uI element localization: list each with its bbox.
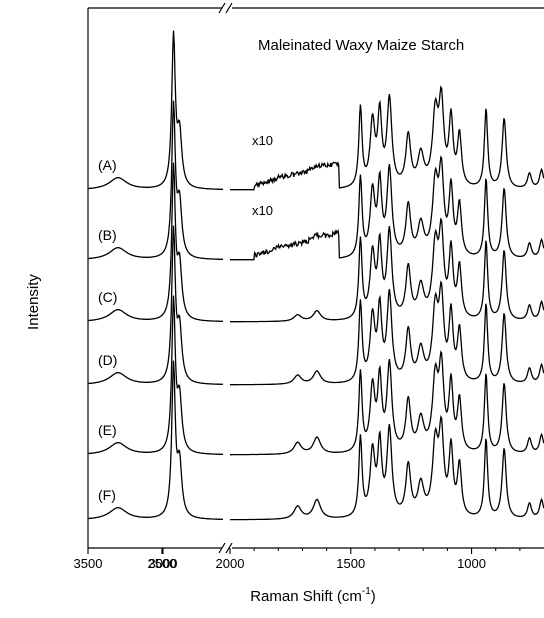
x10-annotation: x10 — [252, 133, 273, 148]
spectrum-line-left — [88, 225, 223, 385]
spectrum-line-right — [230, 85, 544, 191]
x-tick-label: 2000 — [216, 556, 245, 571]
chart-title: Maleinated Waxy Maize Starch — [258, 37, 464, 54]
spectra-group — [88, 30, 544, 521]
plot-frame — [87, 2, 544, 554]
x-tick-label: 1500 — [336, 556, 365, 571]
spectrum-line-right — [230, 350, 544, 456]
axis-break-mark — [218, 542, 226, 554]
series-label: (F) — [98, 487, 116, 503]
x-tick-label: 3000 — [149, 556, 178, 571]
series-label: (B) — [98, 227, 117, 243]
spectrum-line-right — [230, 415, 544, 521]
spectrum-line-left — [88, 100, 223, 260]
series-label: (D) — [98, 352, 117, 368]
x-axis-title: Raman Shift (cm-1) — [250, 586, 376, 605]
spectrum-line-right — [230, 280, 544, 386]
spectrum-line-left — [88, 30, 223, 190]
spectrum-line-left — [88, 295, 223, 455]
axis-break-mark — [225, 2, 233, 14]
y-axis-title: Intensity — [25, 274, 42, 330]
spectrum-line-right — [230, 217, 544, 323]
series-label: (A) — [98, 157, 117, 173]
axis-break-mark — [218, 2, 226, 14]
x-tick-label: 3500 — [74, 556, 103, 571]
series-labels-group: (A) x10 (B) x10 (C) (D) (E) (F) — [98, 133, 273, 503]
axis-break-mark — [225, 542, 233, 554]
x-tick-label: 2500 — [148, 556, 177, 571]
series-label: (E) — [98, 422, 117, 438]
spectrum-line-left — [88, 162, 223, 322]
spectrum-line-right — [230, 155, 544, 261]
x10-annotation: x10 — [252, 203, 273, 218]
x-tick-label: 1000 — [457, 556, 486, 571]
series-label: (C) — [98, 289, 117, 305]
spectrum-line-left — [88, 360, 223, 520]
